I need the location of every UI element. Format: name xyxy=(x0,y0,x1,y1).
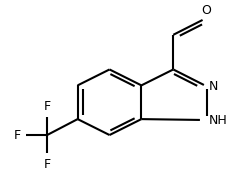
Text: F: F xyxy=(44,157,51,171)
Text: NH: NH xyxy=(209,114,228,126)
Text: F: F xyxy=(44,100,51,113)
Text: F: F xyxy=(14,129,21,141)
Text: N: N xyxy=(209,80,218,93)
Text: O: O xyxy=(202,4,212,17)
